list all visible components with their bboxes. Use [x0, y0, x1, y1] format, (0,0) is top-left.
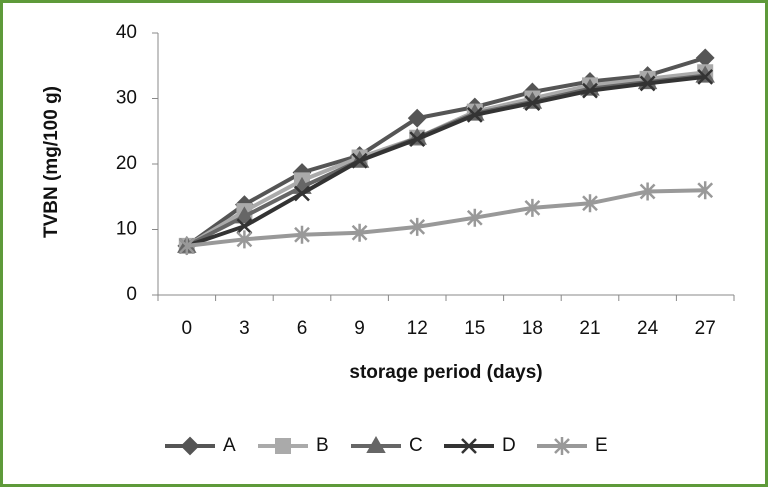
data-point	[236, 230, 253, 249]
data-point	[294, 225, 310, 244]
data-point	[178, 236, 195, 255]
data-point	[697, 181, 714, 200]
y-axis-title: TVBN (mg/100 g)	[41, 86, 62, 238]
data-point	[409, 131, 426, 147]
data-point	[351, 223, 368, 242]
data-point	[639, 75, 656, 92]
data-point	[639, 182, 656, 201]
data-point	[524, 95, 541, 111]
series-line	[185, 55, 706, 248]
legend-marker	[461, 438, 477, 454]
data-point	[236, 218, 253, 235]
data-point	[466, 106, 483, 123]
x-tick-label: 3	[239, 318, 250, 339]
data-point	[582, 82, 598, 99]
x-tick-label: 9	[354, 318, 365, 339]
legend-label: A	[223, 435, 236, 456]
y-tick-label: 40	[116, 22, 137, 43]
legend-label: D	[502, 435, 516, 456]
data-point	[582, 194, 598, 213]
legend-marker	[366, 435, 386, 453]
data-point	[697, 69, 714, 85]
legend-label: E	[595, 435, 608, 456]
x-tick-label: 0	[182, 318, 193, 339]
data-point	[466, 208, 483, 227]
x-axis-title: storage period (days)	[349, 362, 542, 383]
legend-label: C	[409, 435, 423, 456]
x-tick-label: 27	[695, 318, 716, 339]
x-tick-label: 15	[464, 318, 485, 339]
x-tick-label: 21	[579, 318, 600, 339]
legend-label: B	[316, 435, 329, 456]
y-tick-label: 20	[116, 153, 137, 174]
legend-marker	[275, 438, 291, 454]
y-tick-label: 10	[116, 219, 137, 240]
data-point	[294, 185, 310, 202]
x-tick-label: 18	[522, 318, 543, 339]
x-tick-label: 12	[407, 318, 428, 339]
data-point	[409, 217, 426, 236]
series-line	[186, 74, 706, 248]
legend-marker	[180, 436, 200, 456]
data-point	[407, 108, 427, 128]
legend-marker	[554, 437, 570, 455]
y-tick-label: 0	[126, 284, 137, 305]
x-tick-label: 24	[637, 318, 659, 339]
data-point	[524, 198, 541, 217]
y-tick-label: 30	[116, 88, 137, 109]
x-tick-label: 6	[297, 318, 308, 339]
series-line	[186, 188, 706, 248]
data-point	[234, 206, 255, 224]
data-point	[351, 152, 368, 169]
